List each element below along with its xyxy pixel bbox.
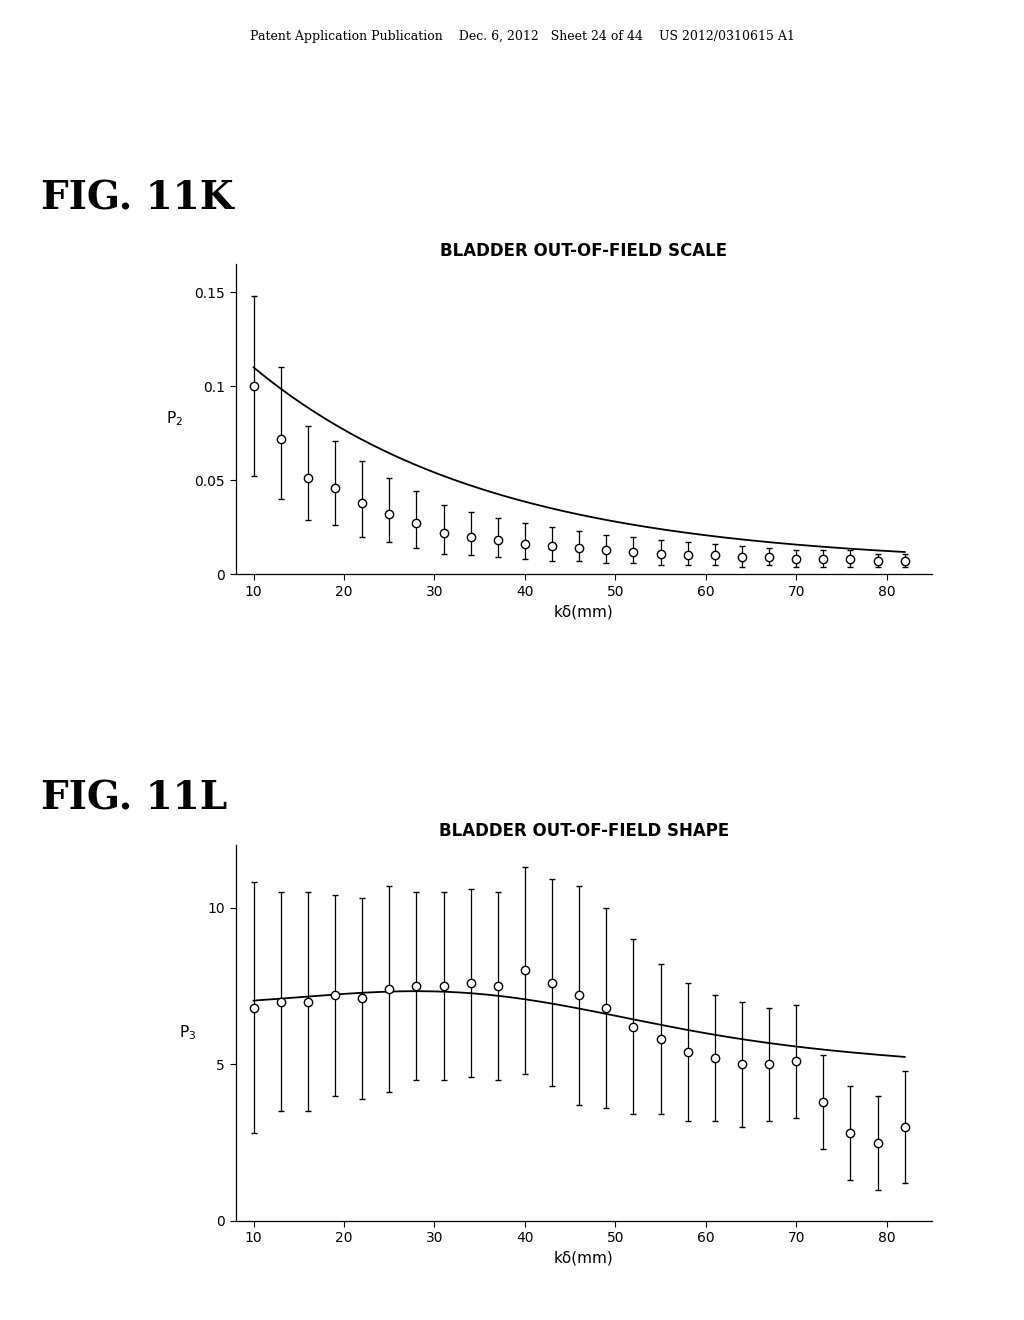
Text: FIG. 11K: FIG. 11K xyxy=(41,180,233,216)
Title: BLADDER OUT-OF-FIELD SHAPE: BLADDER OUT-OF-FIELD SHAPE xyxy=(438,822,729,841)
Text: Patent Application Publication    Dec. 6, 2012   Sheet 24 of 44    US 2012/03106: Patent Application Publication Dec. 6, 2… xyxy=(250,30,795,42)
Title: BLADDER OUT-OF-FIELD SCALE: BLADDER OUT-OF-FIELD SCALE xyxy=(440,242,727,260)
Y-axis label: P$_2$: P$_2$ xyxy=(166,409,183,429)
X-axis label: kδ(mm): kδ(mm) xyxy=(554,1251,613,1266)
Text: FIG. 11L: FIG. 11L xyxy=(41,780,227,817)
Y-axis label: P$_3$: P$_3$ xyxy=(179,1023,197,1043)
X-axis label: kδ(mm): kδ(mm) xyxy=(554,605,613,619)
